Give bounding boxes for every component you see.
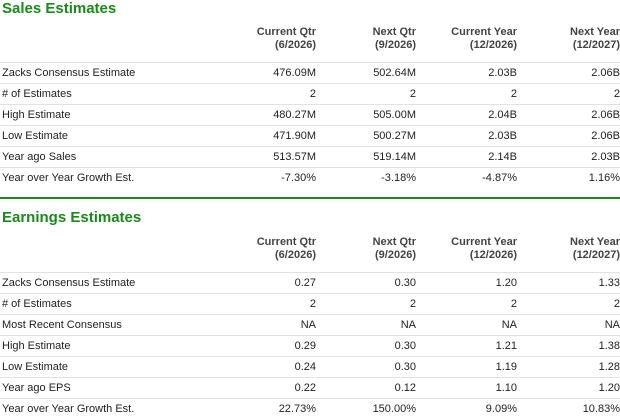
- cell-value: 1.28: [517, 355, 620, 377]
- cell-value: 502.64M: [316, 61, 416, 83]
- row-label: Year over Year Growth Est.: [0, 166, 216, 188]
- cell-value: 2.04B: [416, 103, 517, 125]
- cell-value: 2.03B: [416, 124, 517, 146]
- cell-value: NA: [216, 313, 316, 335]
- cell-value: 2: [517, 82, 620, 104]
- row-label: Year over Year Growth Est.: [0, 397, 216, 419]
- cell-value: 471.90M: [216, 124, 316, 146]
- cell-value: 0.24: [216, 355, 316, 377]
- table-row: Most Recent Consensus NA NA NA NA: [0, 313, 620, 335]
- cell-value: 0.30: [316, 271, 416, 293]
- sales-header-next-year: Next Year (12/2027): [570, 26, 620, 51]
- cell-value: 0.27: [216, 271, 316, 293]
- table-row: Low Estimate 0.24 0.30 1.19 1.28: [0, 355, 620, 377]
- earnings-header-next-qtr: Next Qtr (9/2026): [372, 236, 416, 261]
- earnings-header-label: [0, 236, 216, 272]
- table-row: # of Estimates 2 2 2 2: [0, 82, 620, 104]
- table-row: Year ago EPS 0.22 0.12 1.10 1.20: [0, 376, 620, 398]
- table-row: High Estimate 0.29 0.30 1.21 1.38: [0, 334, 620, 356]
- cell-value: -7.30%: [216, 166, 316, 188]
- cell-value: 2.03B: [517, 145, 620, 167]
- cell-value: 1.33: [517, 271, 620, 293]
- sales-estimates-title: Sales Estimates: [2, 0, 117, 17]
- row-label: High Estimate: [0, 334, 216, 356]
- section-divider: [0, 197, 620, 199]
- cell-value: 1.21: [416, 334, 517, 356]
- cell-value: 9.09%: [416, 397, 517, 419]
- cell-value: 2.14B: [416, 145, 517, 167]
- cell-value: 0.12: [316, 376, 416, 398]
- cell-value: 2: [216, 292, 316, 314]
- sales-header-row: Current Qtr (6/2026) Next Qtr (9/2026) Cur…: [0, 26, 620, 62]
- cell-value: 1.16%: [517, 166, 620, 188]
- row-label: Most Recent Consensus: [0, 313, 216, 335]
- sales-header-next-qtr: Next Qtr (9/2026): [372, 26, 416, 51]
- sales-estimates-table: Current Qtr (6/2026) Next Qtr (9/2026) Cur…: [0, 26, 620, 188]
- cell-value: 500.27M: [316, 124, 416, 146]
- sales-header-current-year: Current Year (12/2026): [451, 26, 517, 51]
- cell-value: 2: [416, 82, 517, 104]
- cell-value: 2.06B: [517, 124, 620, 146]
- cell-value: 2: [316, 292, 416, 314]
- earnings-header-next-year: Next Year (12/2027): [570, 236, 620, 261]
- row-label: Low Estimate: [0, 124, 216, 146]
- table-row: Zacks Consensus Estimate 0.27 0.30 1.20 …: [0, 271, 620, 293]
- sales-header-label: [0, 26, 216, 62]
- cell-value: 10.83%: [517, 397, 620, 419]
- cell-value: NA: [517, 313, 620, 335]
- cell-value: NA: [416, 313, 517, 335]
- cell-value: 519.14M: [316, 145, 416, 167]
- row-label: Low Estimate: [0, 355, 216, 377]
- cell-value: -3.18%: [316, 166, 416, 188]
- cell-value: 1.20: [517, 376, 620, 398]
- earnings-estimates-table: Current Qtr (6/2026) Next Qtr (9/2026) Cur…: [0, 236, 620, 419]
- cell-value: 0.22: [216, 376, 316, 398]
- cell-value: 1.38: [517, 334, 620, 356]
- cell-value: 0.30: [316, 334, 416, 356]
- cell-value: 1.19: [416, 355, 517, 377]
- earnings-header-row: Current Qtr (6/2026) Next Qtr (9/2026) Cur…: [0, 236, 620, 272]
- row-label: # of Estimates: [0, 82, 216, 104]
- table-row: Zacks Consensus Estimate 476.09M 502.64M…: [0, 61, 620, 83]
- row-label: Year ago Sales: [0, 145, 216, 167]
- cell-value: 2: [316, 82, 416, 104]
- row-label: High Estimate: [0, 103, 216, 125]
- table-row: Year over Year Growth Est. -7.30% -3.18%…: [0, 166, 620, 188]
- cell-value: 2: [416, 292, 517, 314]
- cell-value: 0.30: [316, 355, 416, 377]
- cell-value: 1.20: [416, 271, 517, 293]
- earnings-header-current-qtr: Current Qtr (6/2026): [256, 236, 316, 261]
- row-label: Year ago EPS: [0, 376, 216, 398]
- cell-value: 2: [517, 292, 620, 314]
- earnings-estimates-title: Earnings Estimates: [2, 209, 142, 226]
- cell-value: NA: [316, 313, 416, 335]
- row-label: # of Estimates: [0, 292, 216, 314]
- row-label: Zacks Consensus Estimate: [0, 271, 216, 293]
- cell-value: 2: [216, 82, 316, 104]
- table-row: # of Estimates 2 2 2 2: [0, 292, 620, 314]
- cell-value: -4.87%: [416, 166, 517, 188]
- cell-value: 150.00%: [316, 397, 416, 419]
- cell-value: 480.27M: [216, 103, 316, 125]
- cell-value: 22.73%: [216, 397, 316, 419]
- sales-header-current-qtr: Current Qtr (6/2026): [256, 26, 316, 51]
- table-row: High Estimate 480.27M 505.00M 2.04B 2.06…: [0, 103, 620, 125]
- cell-value: 1.10: [416, 376, 517, 398]
- cell-value: 513.57M: [216, 145, 316, 167]
- cell-value: 2.03B: [416, 61, 517, 83]
- row-label: Zacks Consensus Estimate: [0, 61, 216, 83]
- table-row: Year over Year Growth Est. 22.73% 150.00…: [0, 397, 620, 419]
- cell-value: 0.29: [216, 334, 316, 356]
- cell-value: 476.09M: [216, 61, 316, 83]
- table-row: Year ago Sales 513.57M 519.14M 2.14B 2.0…: [0, 145, 620, 167]
- cell-value: 2.06B: [517, 103, 620, 125]
- table-row: Low Estimate 471.90M 500.27M 2.03B 2.06B: [0, 124, 620, 146]
- cell-value: 505.00M: [316, 103, 416, 125]
- earnings-header-current-year: Current Year (12/2026): [451, 236, 517, 261]
- cell-value: 2.06B: [517, 61, 620, 83]
